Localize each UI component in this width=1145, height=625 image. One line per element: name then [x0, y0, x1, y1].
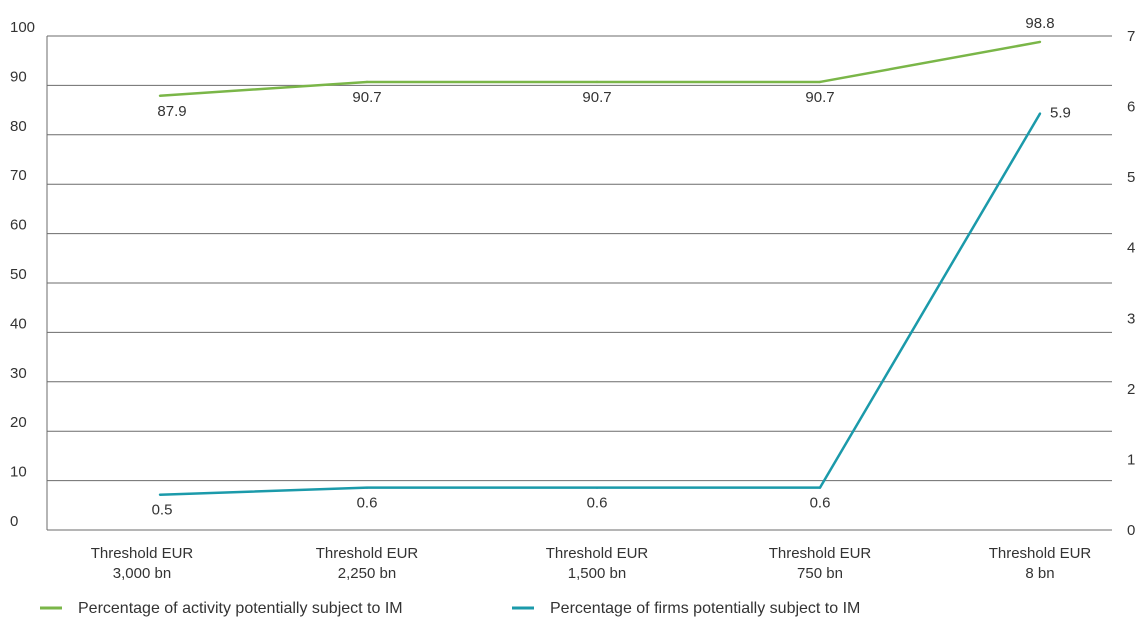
x-category-label-line: 8 bn	[1025, 565, 1054, 582]
firms-data-label: 0.6	[587, 495, 608, 512]
x-category-label-line: Threshold EUR	[546, 545, 649, 562]
x-category-label: Threshold EUR 2,250 bn	[316, 545, 419, 582]
y-right-tick-label: 5	[1127, 169, 1135, 186]
y-right-tick-label: 1	[1127, 451, 1135, 468]
y-right-tick-label: 4	[1127, 240, 1135, 257]
firms-data-point	[595, 486, 599, 489]
x-category-label: Threshold EUR 8 bn	[989, 545, 1092, 582]
x-category-label-line: Threshold EUR	[316, 545, 419, 562]
firms-data-point	[365, 486, 369, 489]
y-left-tick-label: 100	[10, 19, 35, 36]
firms-data-point	[818, 486, 822, 489]
y-left-tick-label: 40	[10, 315, 27, 332]
activity-data-point	[1038, 40, 1042, 44]
x-category-label: Threshold EUR 1,500 bn	[546, 545, 649, 582]
y-left-tick-label: 70	[10, 167, 27, 184]
y-left-tick-label: 90	[10, 68, 27, 85]
activity-data-label: 87.9	[157, 103, 186, 120]
activity-data-label: 90.7	[352, 89, 381, 106]
firms-data-label: 5.9	[1050, 105, 1071, 122]
y-right-tick-label: 2	[1127, 381, 1135, 398]
activity-data-label: 98.8	[1025, 15, 1054, 32]
x-category-label-line: 2,250 bn	[338, 565, 396, 582]
activity-data-label: 90.7	[805, 89, 834, 106]
firms-data-label: 0.5	[152, 502, 173, 519]
x-category-label: Threshold EUR 3,000 bn	[91, 545, 194, 582]
activity-data-point	[818, 80, 822, 84]
y-left-tick-label: 10	[10, 464, 27, 481]
activity-data-point	[595, 80, 599, 84]
y-right-tick-label: 0	[1127, 522, 1135, 539]
activity-data-label: 90.7	[582, 89, 611, 106]
y-left-tick-label: 0	[10, 513, 18, 530]
y-left-tick-label: 50	[10, 266, 27, 283]
x-category-label-line: Threshold EUR	[91, 545, 194, 562]
y-right-tick-label: 3	[1127, 310, 1135, 327]
firms-data-point	[1038, 112, 1042, 115]
x-category-label-line: 3,000 bn	[113, 565, 171, 582]
x-category-label-line: 750 bn	[797, 565, 843, 582]
y-left-tick-label: 20	[10, 414, 27, 431]
y-left-tick-label: 30	[10, 365, 27, 382]
x-category-label-line: Threshold EUR	[989, 545, 1092, 562]
firms-series-line	[159, 112, 1042, 496]
y-left-tick-label: 80	[10, 118, 27, 135]
activity-series-line	[159, 40, 1041, 98]
y-right-tick-label: 7	[1127, 28, 1135, 45]
y-right-tick-label: 6	[1127, 99, 1135, 116]
x-category-label-line: Threshold EUR	[769, 545, 872, 562]
legend-label: Percentage of activity potentially subje…	[78, 600, 403, 617]
x-category-label: Threshold EUR 750 bn	[769, 545, 872, 582]
firms-data-label: 0.6	[357, 495, 378, 512]
activity-data-point	[158, 94, 162, 97]
firms-data-point	[158, 493, 162, 496]
x-category-label-line: 1,500 bn	[568, 565, 626, 582]
activity-data-point	[365, 80, 369, 84]
legend-label: Percentage of firms potentially subject …	[550, 600, 860, 617]
firms-data-label: 0.6	[810, 495, 831, 512]
y-left-tick-label: 60	[10, 217, 27, 234]
